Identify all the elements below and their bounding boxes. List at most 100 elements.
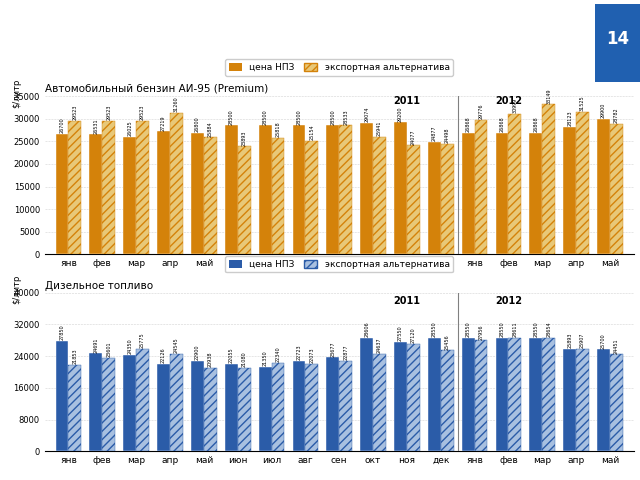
- Bar: [529, 338, 542, 451]
- Text: 28550: 28550: [533, 322, 538, 337]
- Text: 28550: 28550: [466, 322, 470, 337]
- Text: 21080: 21080: [242, 351, 246, 367]
- Bar: [610, 354, 623, 451]
- Text: 21350: 21350: [262, 350, 268, 366]
- Text: 31260: 31260: [174, 96, 179, 112]
- Bar: [542, 338, 555, 451]
- Bar: [102, 358, 115, 451]
- Bar: [339, 360, 352, 451]
- Bar: [259, 367, 271, 451]
- Bar: [271, 138, 284, 254]
- Bar: [360, 338, 373, 451]
- Bar: [157, 131, 170, 254]
- Bar: [495, 133, 508, 254]
- Bar: [508, 114, 521, 254]
- Text: 28606: 28606: [364, 322, 369, 337]
- Text: 28611: 28611: [513, 322, 517, 337]
- Text: 28500: 28500: [330, 109, 335, 125]
- Bar: [124, 137, 136, 254]
- Text: 28500: 28500: [296, 109, 301, 125]
- Text: 27956: 27956: [479, 324, 483, 340]
- Text: 29523: 29523: [106, 105, 111, 120]
- Text: 25893: 25893: [567, 332, 572, 348]
- Text: 27219: 27219: [161, 115, 166, 131]
- Text: 27850: 27850: [60, 324, 65, 340]
- Bar: [529, 133, 542, 254]
- Text: Автомобильный бензин АИ-95 (Premium): Автомобильный бензин АИ-95 (Premium): [45, 84, 268, 94]
- Text: 29074: 29074: [364, 107, 369, 122]
- Bar: [56, 133, 68, 254]
- Bar: [508, 338, 521, 451]
- Legend: цена НПЗ, экспортная альтернатива: цена НПЗ, экспортная альтернатива: [225, 60, 453, 76]
- Text: 22073: 22073: [309, 348, 314, 363]
- Bar: [474, 120, 488, 254]
- Bar: [292, 125, 305, 254]
- Bar: [204, 137, 217, 254]
- Text: 2011: 2011: [394, 96, 420, 106]
- Bar: [191, 133, 204, 254]
- Bar: [576, 112, 589, 254]
- Bar: [124, 355, 136, 451]
- Text: 25154: 25154: [309, 124, 314, 140]
- Bar: [136, 349, 149, 451]
- Text: 14: 14: [606, 30, 629, 48]
- Bar: [225, 125, 237, 254]
- Bar: [474, 340, 488, 451]
- Bar: [373, 354, 386, 451]
- Text: 28500: 28500: [262, 109, 268, 125]
- Text: 28123: 28123: [567, 111, 572, 126]
- Text: 22126: 22126: [161, 347, 166, 363]
- Bar: [394, 122, 407, 254]
- Bar: [191, 360, 204, 451]
- Text: 22723: 22723: [296, 345, 301, 360]
- Text: 29523: 29523: [140, 105, 145, 120]
- Bar: [68, 121, 81, 254]
- Text: 2012: 2012: [495, 296, 522, 306]
- Text: 25700: 25700: [601, 333, 606, 348]
- Bar: [237, 146, 250, 254]
- Bar: [237, 368, 250, 451]
- Text: 31525: 31525: [580, 96, 585, 111]
- Bar: [563, 348, 576, 451]
- Text: 24498: 24498: [445, 127, 450, 143]
- Bar: [407, 344, 420, 451]
- FancyBboxPatch shape: [595, 4, 640, 82]
- Text: 23893: 23893: [242, 130, 246, 145]
- Text: Дизельное топливо: Дизельное топливо: [45, 281, 153, 291]
- Text: 25775: 25775: [140, 333, 145, 348]
- Bar: [373, 137, 386, 254]
- Bar: [56, 341, 68, 451]
- Text: 22055: 22055: [228, 348, 234, 363]
- Text: 23677: 23677: [330, 341, 335, 357]
- Text: 25456: 25456: [445, 334, 450, 349]
- Text: 26531: 26531: [93, 118, 99, 133]
- Bar: [428, 142, 441, 254]
- Bar: [461, 338, 474, 451]
- Text: 24451: 24451: [614, 338, 619, 354]
- Text: 26868: 26868: [533, 117, 538, 132]
- Text: 24691: 24691: [93, 337, 99, 353]
- Text: 24545: 24545: [174, 337, 179, 353]
- Bar: [610, 124, 623, 254]
- Bar: [271, 363, 284, 451]
- Y-axis label: $/литр: $/литр: [12, 275, 21, 304]
- Bar: [292, 361, 305, 451]
- Bar: [441, 144, 454, 254]
- Bar: [441, 350, 454, 451]
- Text: 26800: 26800: [195, 117, 200, 132]
- Bar: [597, 349, 610, 451]
- Bar: [225, 364, 237, 451]
- Bar: [157, 363, 170, 451]
- Bar: [90, 353, 102, 451]
- Bar: [542, 104, 555, 254]
- Text: 29200: 29200: [398, 106, 403, 121]
- Bar: [495, 338, 508, 451]
- Bar: [576, 348, 589, 451]
- Text: 25818: 25818: [275, 121, 280, 137]
- Text: 28550: 28550: [432, 322, 436, 337]
- Y-axis label: $/литр: $/литр: [12, 78, 21, 108]
- Text: 23601: 23601: [106, 341, 111, 357]
- Text: 22877: 22877: [343, 344, 348, 360]
- Text: МИНИСТЕРСТВО ЭНЕРГЕТИКИ
РОССИЙСКОЙ ФЕДЕРАЦИИ: МИНИСТЕРСТВО ЭНЕРГЕТИКИ РОССИЙСКОЙ ФЕДЕР…: [4, 59, 79, 71]
- Bar: [259, 125, 271, 254]
